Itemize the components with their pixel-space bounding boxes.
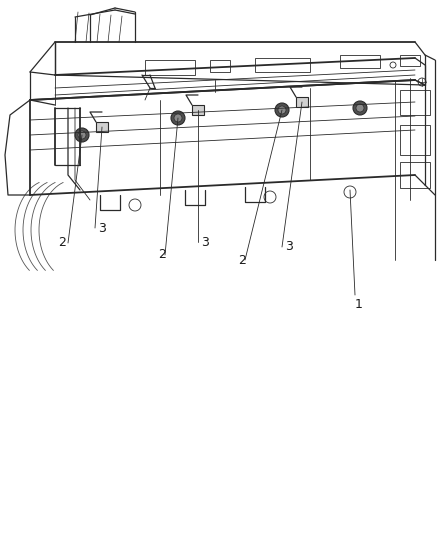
- Bar: [400, 162, 430, 188]
- Text: 2: 2: [238, 254, 246, 266]
- Circle shape: [356, 104, 364, 112]
- Bar: [296, 97, 308, 107]
- Circle shape: [75, 128, 89, 142]
- Bar: [145, 60, 195, 75]
- Circle shape: [78, 131, 86, 139]
- Circle shape: [278, 106, 286, 114]
- Bar: [400, 90, 430, 115]
- Circle shape: [353, 101, 367, 115]
- Circle shape: [171, 111, 185, 125]
- Text: 1: 1: [355, 298, 363, 311]
- Text: 3: 3: [285, 240, 293, 254]
- Bar: [400, 125, 430, 155]
- Circle shape: [275, 103, 289, 117]
- Circle shape: [174, 114, 182, 122]
- Bar: [96, 122, 108, 132]
- Text: 2: 2: [158, 248, 166, 262]
- Bar: [255, 58, 310, 72]
- Text: 2: 2: [58, 237, 66, 249]
- Bar: [192, 105, 204, 115]
- Text: 3: 3: [98, 222, 106, 235]
- Bar: [210, 60, 230, 72]
- Bar: [400, 55, 420, 66]
- Text: 3: 3: [201, 236, 209, 248]
- Bar: [340, 55, 380, 68]
